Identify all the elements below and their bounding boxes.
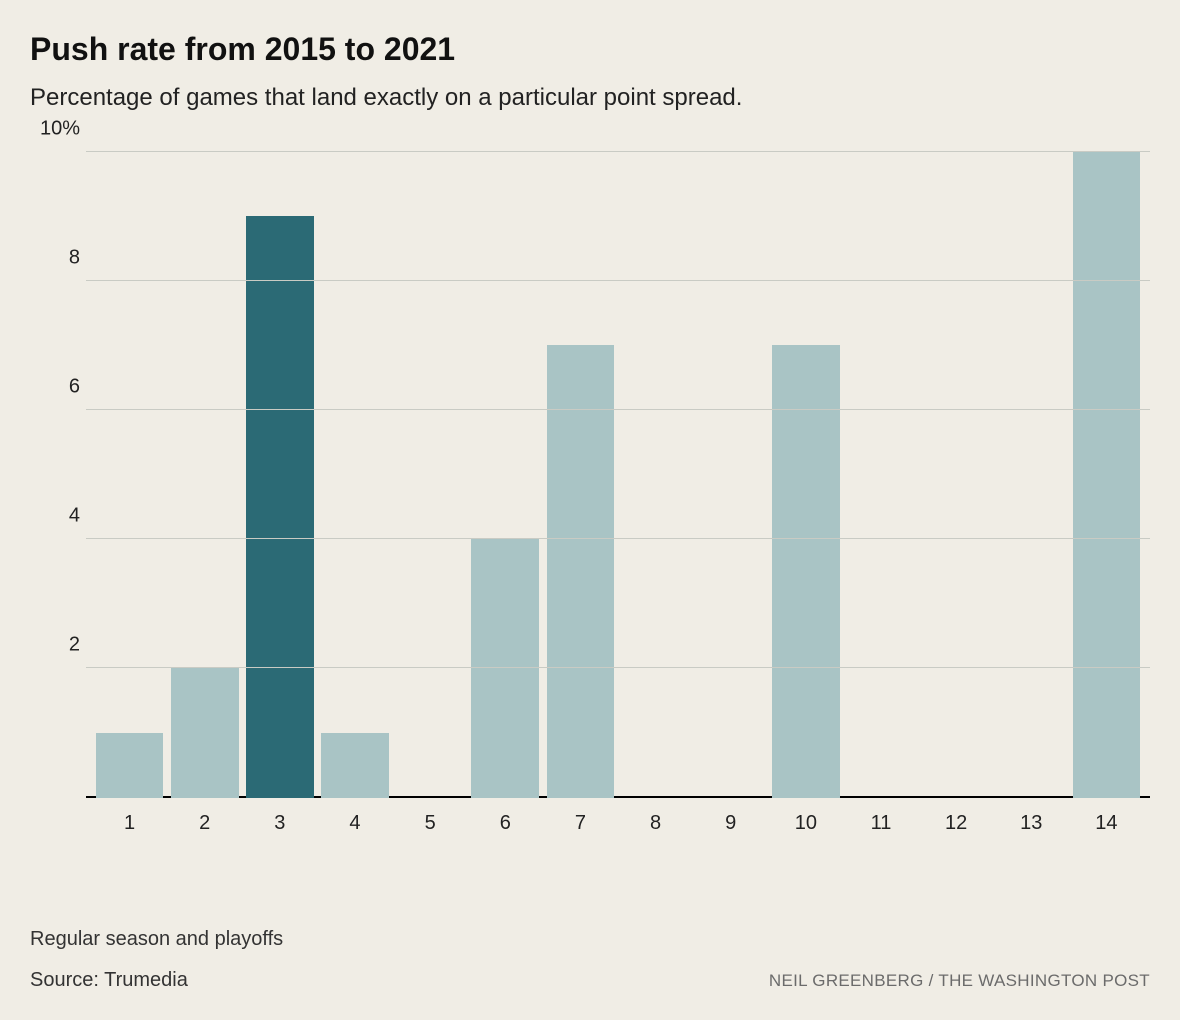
bar — [1073, 152, 1141, 798]
x-axis-label: 7 — [543, 798, 618, 842]
x-axis-label: 14 — [1069, 798, 1144, 842]
chart-subtitle: Percentage of games that land exactly on… — [30, 82, 1150, 113]
y-axis-label: 2 — [30, 634, 80, 657]
y-axis-label: 8 — [30, 246, 80, 269]
x-axis-label: 11 — [843, 798, 918, 842]
bar-slot — [919, 152, 994, 798]
x-axis-label: 2 — [167, 798, 242, 842]
gridline — [86, 667, 1150, 668]
credit-text: NEIL GREENBERG / THE WASHINGTON POST — [769, 971, 1150, 991]
x-axis-label: 13 — [994, 798, 1069, 842]
x-axis-label: 5 — [393, 798, 468, 842]
footnote-text: Regular season and playoffs — [30, 928, 1150, 951]
footer-row: Source: Trumedia NEIL GREENBERG / THE WA… — [30, 969, 1150, 992]
x-axis-label: 10 — [768, 798, 843, 842]
bar-slot — [317, 152, 392, 798]
gridline — [86, 538, 1150, 539]
bar-slot — [393, 152, 468, 798]
y-axis-label: 6 — [30, 375, 80, 398]
bar-slot — [92, 152, 167, 798]
x-axis-label: 12 — [919, 798, 994, 842]
x-axis-label: 6 — [468, 798, 543, 842]
x-axis-label: 1 — [92, 798, 167, 842]
bar-slot — [468, 152, 543, 798]
bar — [171, 668, 239, 797]
bar — [321, 733, 389, 798]
source-text: Source: Trumedia — [30, 969, 188, 992]
bar-slot — [843, 152, 918, 798]
x-axis-label: 3 — [242, 798, 317, 842]
x-axis-label: 9 — [693, 798, 768, 842]
x-axis-labels: 1234567891011121314 — [86, 798, 1150, 842]
bar-slot — [994, 152, 1069, 798]
bar-slot — [242, 152, 317, 798]
bar — [772, 345, 840, 797]
y-axis-label: 4 — [30, 505, 80, 528]
chart-area: 246810% 1234567891011121314 — [30, 152, 1150, 842]
gridline — [86, 409, 1150, 410]
bar-slot — [693, 152, 768, 798]
bar — [547, 345, 615, 797]
chart-title: Push rate from 2015 to 2021 — [30, 30, 1150, 68]
bar-slot — [768, 152, 843, 798]
bar-slot — [618, 152, 693, 798]
bar — [246, 216, 314, 797]
gridline — [86, 151, 1150, 152]
gridline — [86, 280, 1150, 281]
bar — [96, 733, 164, 798]
x-axis-label: 8 — [618, 798, 693, 842]
bar-slot — [1069, 152, 1144, 798]
bar-slot — [543, 152, 618, 798]
x-axis-label: 4 — [317, 798, 392, 842]
chart-container: Push rate from 2015 to 2021 Percentage o… — [0, 0, 1180, 1020]
plot-area: 246810% — [86, 152, 1150, 798]
bars-group — [86, 152, 1150, 798]
y-axis-label: 10% — [30, 117, 80, 140]
bar-slot — [167, 152, 242, 798]
chart-footer: Regular season and playoffs Source: Trum… — [30, 928, 1150, 992]
